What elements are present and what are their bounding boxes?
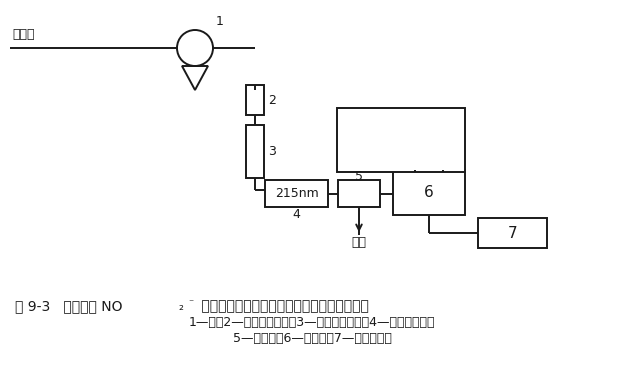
Text: 6: 6: [424, 185, 434, 200]
Text: 1: 1: [216, 15, 224, 28]
Text: 7: 7: [508, 226, 517, 240]
Text: 2: 2: [268, 93, 276, 107]
Text: ⁻: ⁻: [188, 298, 193, 308]
Text: 215nm: 215nm: [275, 187, 318, 200]
Text: 废液: 废液: [351, 237, 366, 249]
Text: 淡洗液: 淡洗液: [12, 28, 34, 41]
Text: 图 9-3   同时检测 NO: 图 9-3 同时检测 NO: [15, 299, 123, 313]
Text: 5—抑制器；6—电导池；7—电导检测器: 5—抑制器；6—电导池；7—电导检测器: [232, 332, 391, 344]
Text: 和其他阴离子时电导和紫外两种检测器的联接: 和其他阴离子时电导和紫外两种检测器的联接: [197, 299, 369, 313]
Bar: [393, 170, 465, 215]
Bar: [338, 180, 380, 207]
Text: 1—泵；2—阴离子保护柱；3—阴离子分离柱；4—紫外检测器；: 1—泵；2—阴离子保护柱；3—阴离子分离柱；4—紫外检测器；: [189, 316, 435, 330]
Bar: [265, 180, 328, 207]
Text: 4: 4: [293, 208, 300, 220]
Text: 3: 3: [268, 145, 276, 158]
Text: 5: 5: [355, 169, 363, 183]
Bar: [246, 125, 264, 178]
Bar: [337, 108, 465, 172]
Bar: [246, 85, 264, 115]
Bar: [478, 218, 547, 248]
Text: ₂: ₂: [178, 299, 183, 313]
